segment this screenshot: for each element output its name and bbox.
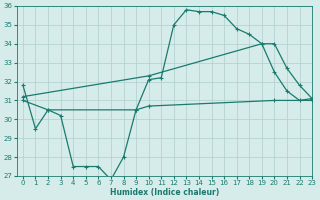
X-axis label: Humidex (Indice chaleur): Humidex (Indice chaleur): [110, 188, 219, 197]
